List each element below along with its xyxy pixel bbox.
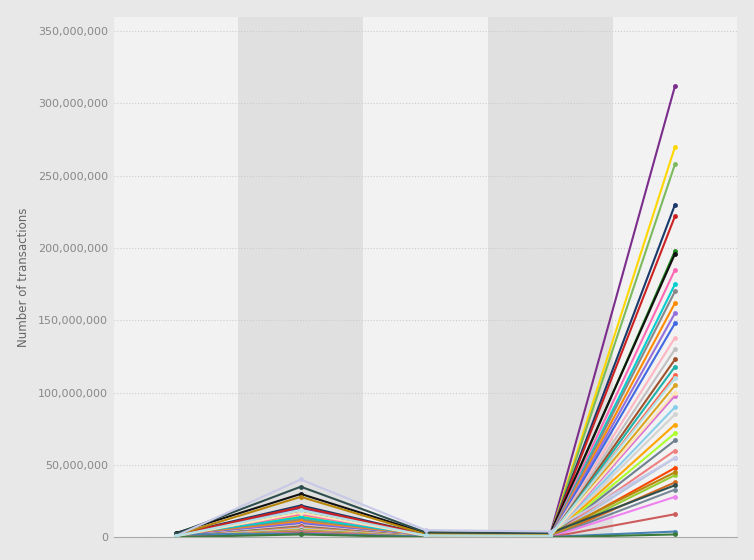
Bar: [612, 17, 737, 538]
Y-axis label: Number of transactions: Number of transactions: [17, 207, 29, 347]
Bar: [363, 17, 488, 538]
Bar: [488, 17, 612, 538]
Bar: [114, 17, 238, 538]
Bar: [238, 17, 363, 538]
